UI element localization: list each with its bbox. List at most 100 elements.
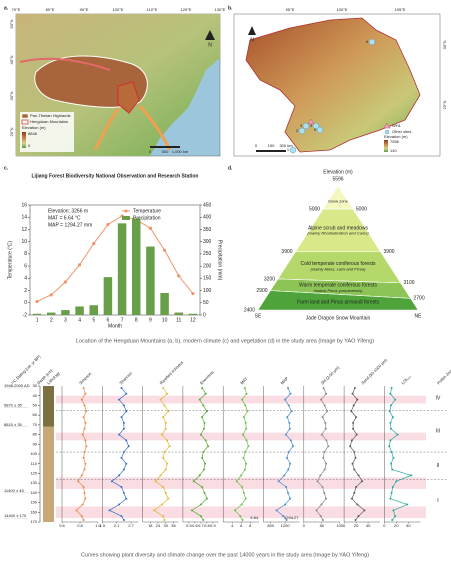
curve	[153, 387, 171, 521]
point	[166, 392, 169, 395]
point	[243, 386, 246, 389]
point	[245, 439, 248, 442]
point	[82, 456, 85, 459]
point	[390, 386, 393, 389]
site-label: 4	[310, 123, 313, 128]
point	[162, 456, 165, 459]
highlight-band	[56, 506, 426, 519]
point	[199, 503, 202, 506]
point	[285, 519, 288, 522]
point	[391, 468, 394, 471]
depth-tick-label: 50	[33, 402, 38, 407]
x-tick-label: 10	[162, 317, 168, 323]
x-tick-label: 0.7	[198, 523, 204, 528]
y2-tick-label: 350	[203, 227, 212, 233]
point	[207, 445, 210, 448]
point	[277, 480, 280, 483]
point	[245, 427, 248, 430]
point	[162, 515, 165, 518]
point	[286, 386, 289, 389]
point	[361, 480, 364, 483]
scale-label: 500	[162, 149, 169, 154]
point	[122, 519, 125, 522]
point	[240, 474, 243, 477]
point	[389, 421, 392, 424]
point	[84, 462, 87, 465]
point	[394, 515, 397, 518]
point	[120, 386, 123, 389]
bar	[117, 223, 127, 315]
y-tick-label: 14	[21, 215, 27, 221]
curve	[108, 387, 130, 521]
bar	[47, 312, 56, 315]
point	[239, 515, 242, 518]
point	[120, 416, 123, 419]
point	[396, 433, 399, 436]
point	[394, 398, 397, 401]
point	[118, 433, 121, 436]
point	[166, 462, 169, 465]
x-tick-label: 1	[36, 317, 39, 323]
x-tick-label: 24	[156, 523, 161, 528]
point	[323, 404, 326, 407]
zone-name: Snow zone	[328, 199, 349, 204]
point	[391, 416, 394, 419]
point	[127, 445, 130, 448]
point	[245, 392, 248, 395]
point	[163, 451, 166, 454]
point	[122, 451, 125, 454]
lon-label: 105°E	[395, 7, 406, 12]
peak-label: 5596	[332, 176, 343, 182]
point	[241, 519, 244, 522]
point	[241, 486, 244, 489]
x-tick-label: 9	[149, 317, 152, 323]
y-tick-label: 8	[24, 251, 27, 257]
point	[390, 427, 392, 430]
point	[390, 462, 392, 465]
scale-label: 150	[268, 143, 275, 148]
point	[355, 486, 358, 489]
point	[389, 439, 392, 442]
point	[354, 519, 357, 522]
chart-title: Lijiang Forest Biodiversity National Obs…	[32, 173, 199, 179]
point	[320, 503, 323, 506]
point	[354, 456, 357, 459]
x-tick-label: 12	[190, 317, 196, 323]
point	[35, 299, 39, 304]
colorbar	[384, 140, 388, 152]
y2-tick-label: 300	[203, 239, 212, 245]
point	[63, 280, 68, 284]
y2-tick-label: 0	[203, 312, 206, 318]
point	[199, 515, 202, 518]
panel-label: a.	[4, 5, 9, 11]
site-label: 5	[314, 127, 317, 132]
point	[202, 519, 205, 522]
curve	[275, 387, 294, 521]
point	[321, 486, 324, 489]
point	[244, 497, 247, 500]
point	[285, 486, 288, 489]
point	[391, 519, 394, 522]
depth-tick-label: 160	[30, 509, 37, 514]
bar	[89, 305, 98, 315]
elevation-left: 5000	[309, 206, 320, 212]
point	[282, 515, 285, 518]
zone-name: Alpine scrub and meadows	[308, 225, 369, 231]
highlight-band	[56, 477, 426, 489]
y-axis-label: Temperature (°C)	[7, 240, 13, 279]
point	[351, 392, 354, 395]
point	[286, 416, 289, 419]
point	[177, 274, 181, 278]
point	[326, 410, 329, 413]
point	[83, 404, 86, 407]
point	[324, 427, 327, 430]
point	[125, 410, 128, 413]
point	[240, 503, 243, 506]
point	[49, 293, 53, 297]
point	[323, 451, 326, 454]
scale-bar	[256, 150, 286, 152]
point	[356, 398, 359, 401]
point	[162, 248, 167, 252]
wh1-site	[307, 118, 315, 125]
